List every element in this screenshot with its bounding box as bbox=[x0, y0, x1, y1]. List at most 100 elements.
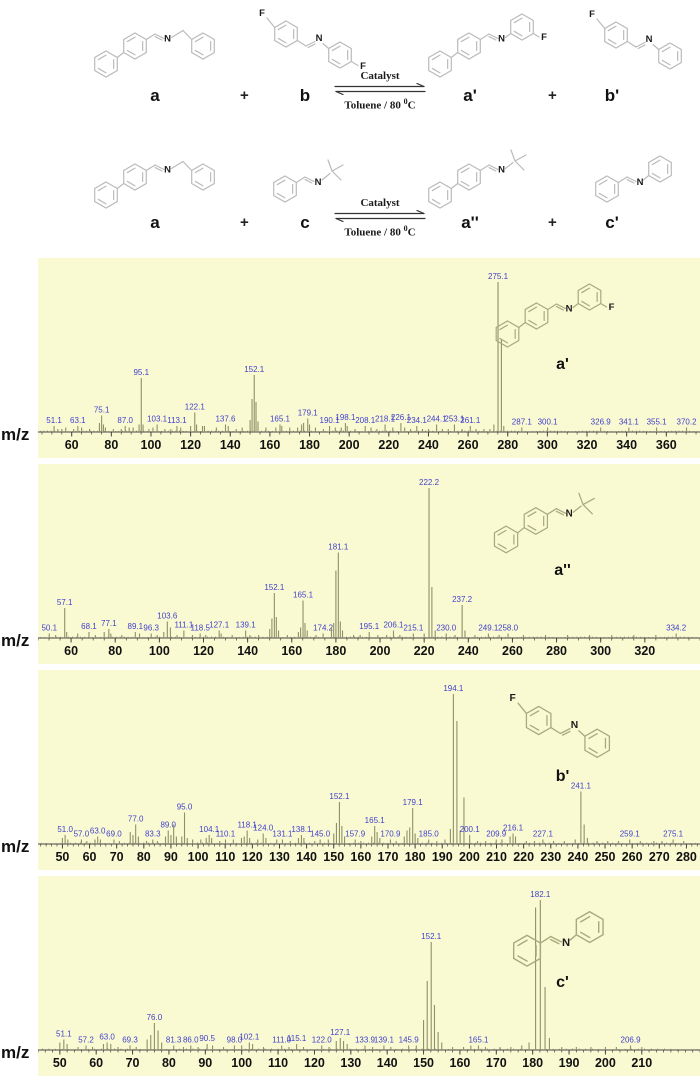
reactant-c-label: c bbox=[300, 213, 310, 232]
svg-text:120: 120 bbox=[193, 644, 214, 658]
svg-text:89.1: 89.1 bbox=[128, 622, 144, 631]
svg-text:70: 70 bbox=[110, 850, 124, 864]
mass-spectrum-b-prime: m/z 50 60 70 80 90 100 110 120 130 140 150 160 170 18… bbox=[0, 670, 700, 870]
svg-text:77.1: 77.1 bbox=[101, 619, 117, 628]
svg-text:275.1: 275.1 bbox=[488, 272, 509, 281]
spectrum-plot: 60 80 100 120 140 160 180 200 220 240 260 280 300 320… bbox=[38, 478, 700, 658]
mass-spectra: m/z 60 80 100 120 140 160 180 200 220 240 260 280 30… bbox=[0, 258, 700, 1076]
svg-text:152.1: 152.1 bbox=[264, 583, 285, 592]
svg-text:F: F bbox=[589, 9, 595, 20]
svg-text:F: F bbox=[510, 693, 516, 704]
svg-text:70: 70 bbox=[126, 1056, 140, 1070]
conditions-label: Toluene / 80 0C bbox=[344, 97, 416, 112]
svg-text:95.0: 95.0 bbox=[177, 803, 193, 812]
svg-text:63.1: 63.1 bbox=[70, 416, 86, 425]
panel-compound-label: a'' bbox=[554, 562, 571, 579]
svg-text:N: N bbox=[164, 165, 171, 176]
svg-text:122.1: 122.1 bbox=[185, 403, 206, 412]
svg-text:260: 260 bbox=[502, 644, 523, 658]
svg-text:320: 320 bbox=[634, 644, 655, 658]
svg-text:157.9: 157.9 bbox=[345, 830, 366, 839]
inset-structure-c-prime-drawing: N bbox=[512, 910, 604, 967]
svg-text:80: 80 bbox=[162, 1056, 176, 1070]
svg-text:200.1: 200.1 bbox=[460, 825, 481, 834]
svg-text:140: 140 bbox=[377, 1056, 398, 1070]
svg-text:253.1: 253.1 bbox=[444, 415, 465, 424]
svg-text:138.1: 138.1 bbox=[291, 825, 312, 834]
svg-text:180: 180 bbox=[299, 438, 320, 452]
svg-text:206.9: 206.9 bbox=[621, 1036, 642, 1045]
panel-compound-label: a' bbox=[556, 356, 569, 373]
svg-text:180: 180 bbox=[405, 850, 426, 864]
svg-text:179.1: 179.1 bbox=[403, 798, 424, 807]
svg-text:215.1: 215.1 bbox=[403, 624, 424, 633]
product-c-prime-label: c' bbox=[605, 213, 619, 232]
svg-text:206.1: 206.1 bbox=[383, 621, 404, 630]
svg-text:120: 120 bbox=[180, 438, 201, 452]
svg-text:63.0: 63.0 bbox=[90, 827, 106, 836]
svg-text:127.1: 127.1 bbox=[209, 621, 230, 630]
svg-text:240: 240 bbox=[418, 438, 439, 452]
svg-text:355.1: 355.1 bbox=[647, 418, 668, 427]
svg-text:275.1: 275.1 bbox=[663, 830, 684, 839]
svg-text:220: 220 bbox=[378, 438, 399, 452]
svg-text:120: 120 bbox=[304, 1056, 325, 1070]
svg-text:165.1: 165.1 bbox=[468, 1036, 489, 1045]
svg-text:118.1: 118.1 bbox=[237, 821, 257, 830]
structure-c-prime-drawing: N bbox=[595, 155, 672, 203]
svg-text:259.1: 259.1 bbox=[620, 830, 641, 839]
svg-text:226.1: 226.1 bbox=[391, 413, 412, 422]
svg-text:140: 140 bbox=[220, 438, 241, 452]
svg-text:208.1: 208.1 bbox=[355, 416, 376, 425]
svg-text:170: 170 bbox=[486, 1056, 507, 1070]
svg-text:230.0: 230.0 bbox=[436, 624, 457, 633]
svg-text:150: 150 bbox=[323, 850, 344, 864]
svg-text:F: F bbox=[360, 61, 366, 72]
svg-text:50.1: 50.1 bbox=[41, 624, 57, 633]
svg-text:75.1: 75.1 bbox=[94, 406, 110, 415]
svg-text:115.1: 115.1 bbox=[287, 1034, 307, 1043]
svg-text:160: 160 bbox=[259, 438, 280, 452]
mass-spectrum-a-prime: m/z 60 80 100 120 140 160 180 200 220 240 260 280 30… bbox=[0, 258, 700, 458]
svg-text:260: 260 bbox=[458, 438, 479, 452]
svg-text:261.1: 261.1 bbox=[460, 416, 481, 425]
svg-text:180: 180 bbox=[522, 1056, 543, 1070]
svg-text:81.3: 81.3 bbox=[166, 1036, 182, 1045]
svg-text:100: 100 bbox=[231, 1056, 252, 1070]
svg-text:140: 140 bbox=[296, 850, 317, 864]
svg-text:68.1: 68.1 bbox=[81, 622, 97, 631]
svg-text:326.9: 326.9 bbox=[591, 418, 612, 427]
svg-text:210: 210 bbox=[486, 850, 507, 864]
svg-text:100: 100 bbox=[141, 438, 162, 452]
svg-text:51.1: 51.1 bbox=[46, 416, 62, 425]
svg-text:300: 300 bbox=[590, 644, 611, 658]
svg-text:237.2: 237.2 bbox=[452, 595, 473, 604]
svg-text:240: 240 bbox=[567, 850, 588, 864]
svg-text:118.5: 118.5 bbox=[190, 624, 210, 633]
svg-text:334.2: 334.2 bbox=[666, 624, 687, 633]
svg-text:160: 160 bbox=[281, 644, 302, 658]
svg-text:110: 110 bbox=[268, 1056, 288, 1070]
svg-text:190: 190 bbox=[559, 1056, 580, 1070]
svg-text:182.1: 182.1 bbox=[530, 890, 551, 899]
svg-text:80: 80 bbox=[137, 850, 151, 864]
product-a-prime-label: a' bbox=[463, 86, 477, 105]
svg-text:190: 190 bbox=[432, 850, 453, 864]
svg-text:180: 180 bbox=[325, 644, 346, 658]
svg-text:103.6: 103.6 bbox=[157, 612, 178, 621]
svg-text:60: 60 bbox=[64, 644, 78, 658]
svg-text:179.1: 179.1 bbox=[298, 409, 319, 418]
plus-sign: + bbox=[548, 87, 557, 104]
reaction-scheme-2: N a + N c Catalyst Toluene / 80 0C N a''… bbox=[0, 129, 700, 258]
svg-text:165.1: 165.1 bbox=[293, 591, 314, 600]
svg-text:165.1: 165.1 bbox=[365, 816, 386, 825]
svg-text:190.1: 190.1 bbox=[320, 416, 341, 425]
svg-text:170.9: 170.9 bbox=[380, 830, 401, 839]
svg-text:80: 80 bbox=[104, 438, 118, 452]
svg-text:240: 240 bbox=[458, 644, 479, 658]
svg-text:300: 300 bbox=[537, 438, 558, 452]
svg-text:51.0: 51.0 bbox=[57, 825, 73, 834]
svg-text:N: N bbox=[637, 177, 644, 188]
